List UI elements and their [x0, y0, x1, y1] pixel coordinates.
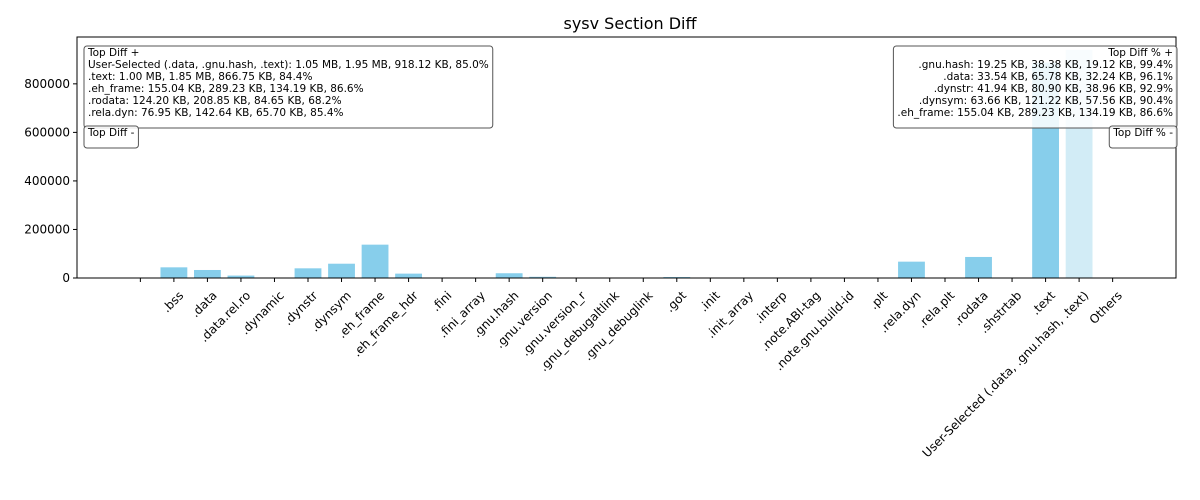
annotation-line: .eh_frame: 155.04 KB, 289.23 KB, 134.19 … [897, 107, 1173, 119]
annotation-line: Top Diff + [87, 47, 139, 59]
bar [898, 261, 925, 278]
y-tick-label: 800000 [24, 77, 70, 91]
bar [160, 267, 188, 278]
bar [294, 268, 322, 278]
annotation-line: .eh_frame: 155.04 KB, 289.23 KB, 134.19 … [88, 83, 364, 95]
chart-title: sysv Section Diff [563, 14, 697, 33]
annotation-box: Top Diff - [83, 125, 139, 149]
annotation-line: Top Diff - [87, 127, 135, 139]
x-tick-label: .fini [429, 288, 455, 314]
bar [227, 275, 255, 278]
annotation-line: .gnu.hash: 19.25 KB, 38.38 KB, 19.12 KB,… [918, 59, 1173, 71]
y-tick-label: 0 [62, 271, 70, 285]
annotation-line: User-Selected (.data, .gnu.hash, .text):… [88, 59, 489, 71]
x-tick-label: Others [1087, 288, 1125, 326]
x-tick-label: .got [663, 288, 690, 315]
bar [529, 276, 557, 278]
bar [965, 256, 992, 278]
annotation-frame [83, 125, 139, 149]
annotation-box: Top Diff % +.gnu.hash: 19.25 KB, 38.38 K… [892, 45, 1178, 129]
annotation-line: .rodata: 124.20 KB, 208.85 KB, 84.65 KB,… [88, 95, 342, 107]
annotation-line: .data: 33.54 KB, 65.78 KB, 32.24 KB, 96.… [943, 71, 1173, 83]
annotation-line: Top Diff % + [1107, 47, 1173, 59]
bar [495, 273, 523, 278]
annotation-box: Top Diff % - [1108, 125, 1178, 149]
x-tick-label: .text [1029, 288, 1059, 318]
annotation-box: Top Diff +User-Selected (.data, .gnu.has… [83, 45, 494, 129]
annotation-line: .text: 1.00 MB, 1.85 MB, 866.75 KB, 84.4… [88, 71, 312, 83]
annotation-frame [1108, 125, 1178, 149]
plot-frame [76, 36, 1177, 279]
x-tick-label: .bss [159, 288, 186, 315]
x-tick-label: .plt [867, 288, 891, 312]
y-tick-label: 200000 [24, 222, 70, 236]
x-tick-label: .rela.plt [915, 288, 958, 331]
bar [395, 273, 422, 278]
annotation-line: Top Diff % - [1112, 127, 1173, 139]
annotation-line: .dynsym: 63.66 KB, 121.22 KB, 57.56 KB, … [919, 95, 1173, 107]
annotation-frame [83, 45, 494, 129]
x-tick-label: .data [188, 288, 220, 320]
annotation-frame [892, 45, 1178, 129]
bar [328, 263, 355, 278]
y-tick-label: 600000 [24, 125, 70, 139]
annotation-line: .dynstr: 41.94 KB, 80.90 KB, 38.96 KB, 9… [934, 83, 1173, 95]
y-tick-label: 400000 [24, 174, 70, 188]
bar [194, 269, 221, 278]
annotation-line: .rela.dyn: 76.95 KB, 142.64 KB, 65.70 KB… [88, 107, 344, 119]
bar [361, 244, 389, 278]
x-tick-label: .init [697, 288, 723, 314]
